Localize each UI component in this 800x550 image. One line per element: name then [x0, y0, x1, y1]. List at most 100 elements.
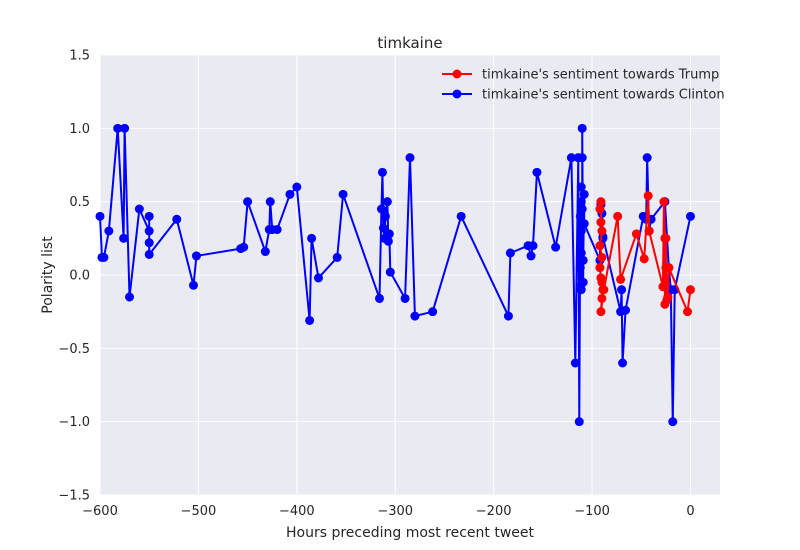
data-point: [332, 252, 342, 262]
data-point: [597, 293, 607, 303]
data-point: [685, 285, 695, 295]
data-point: [631, 229, 641, 239]
x-tick-label: 0: [686, 504, 694, 519]
data-point: [410, 311, 420, 321]
data-point: [144, 226, 154, 236]
y-axis-label: Polarity list: [40, 236, 56, 314]
data-point: [313, 273, 323, 283]
y-tick-label: 0.0: [69, 269, 90, 284]
data-point: [378, 223, 388, 233]
data-point: [239, 242, 249, 252]
data-point: [639, 254, 649, 264]
data-point: [661, 233, 671, 243]
data-point: [575, 211, 585, 221]
data-point: [377, 167, 387, 177]
data-point: [380, 211, 390, 221]
data-point: [597, 252, 607, 262]
data-point: [384, 229, 394, 239]
data-point: [119, 233, 129, 243]
data-point: [576, 226, 586, 236]
data-point: [576, 248, 586, 258]
data-point: [595, 241, 605, 251]
legend: timkaine's sentiment towards Trump timkai…: [442, 68, 725, 103]
data-point: [428, 307, 438, 317]
data-point: [596, 197, 606, 207]
data-point: [570, 358, 580, 368]
data-point: [260, 247, 270, 257]
data-point: [144, 211, 154, 221]
data-point: [595, 263, 605, 273]
data-point: [683, 307, 693, 317]
x-tick-label: −200: [476, 504, 512, 519]
y-tick-label: 1.5: [69, 49, 90, 64]
data-point: [532, 167, 542, 177]
data-point: [144, 249, 154, 259]
data-point: [668, 417, 678, 427]
y-tick-label: 0.5: [69, 195, 90, 210]
data-point: [113, 123, 123, 133]
series-layer: [95, 123, 695, 427]
data-point: [578, 255, 588, 265]
y-tick-label: −0.5: [58, 342, 90, 357]
data-point: [643, 191, 653, 201]
data-point: [285, 189, 295, 199]
data-point: [338, 189, 348, 199]
data-point: [618, 358, 628, 368]
data-point: [526, 251, 536, 261]
data-point: [579, 189, 589, 199]
data-point: [658, 282, 668, 292]
y-tick-label: −1.5: [58, 489, 90, 504]
data-point: [621, 305, 631, 315]
legend-item: timkaine's sentiment towards Clinton: [442, 88, 725, 103]
data-point: [456, 211, 466, 221]
data-point: [125, 292, 135, 302]
data-point: [576, 182, 586, 192]
data-point: [577, 153, 587, 163]
data-point: [579, 219, 589, 229]
data-point: [575, 263, 585, 273]
data-point: [663, 292, 673, 302]
data-point: [685, 211, 695, 221]
data-point: [400, 293, 410, 303]
data-point: [595, 204, 605, 214]
x-tick-label: −300: [377, 504, 413, 519]
data-point: [272, 225, 282, 235]
legend-item: timkaine's sentiment towards Trump: [442, 68, 719, 83]
data-point: [617, 285, 627, 295]
legend-label: timkaine's sentiment towards Clinton: [482, 88, 725, 103]
x-tick-label: −500: [181, 504, 217, 519]
data-point: [613, 211, 623, 221]
data-point: [578, 277, 588, 287]
x-ticks: −600 −500 −400 −300 −200 −100 0: [82, 504, 694, 519]
data-point: [528, 241, 538, 251]
data-point: [134, 204, 144, 214]
data-point: [120, 123, 130, 133]
y-ticks: −1.5 −1.0 −0.5 0.0 0.5 1.0 1.5: [58, 49, 90, 504]
data-point: [188, 280, 198, 290]
x-tick-label: −600: [82, 504, 118, 519]
data-point: [265, 197, 275, 207]
data-point: [104, 226, 114, 236]
data-point: [382, 197, 392, 207]
data-point: [596, 217, 606, 227]
data-point: [664, 263, 674, 273]
data-point: [642, 153, 652, 163]
data-point: [243, 197, 253, 207]
data-point: [577, 123, 587, 133]
data-point: [577, 204, 587, 214]
data-point: [576, 285, 586, 295]
data-point: [172, 214, 182, 224]
data-point: [596, 307, 606, 317]
series-0: [595, 191, 695, 317]
data-point: [644, 226, 654, 236]
data-point: [576, 197, 586, 207]
data-point: [551, 242, 561, 252]
data-point: [659, 197, 669, 207]
x-tick-label: −400: [279, 504, 315, 519]
data-point: [503, 311, 513, 321]
data-point: [95, 211, 105, 221]
x-tick-label: −100: [574, 504, 610, 519]
data-point: [597, 277, 607, 287]
data-point: [597, 226, 607, 236]
